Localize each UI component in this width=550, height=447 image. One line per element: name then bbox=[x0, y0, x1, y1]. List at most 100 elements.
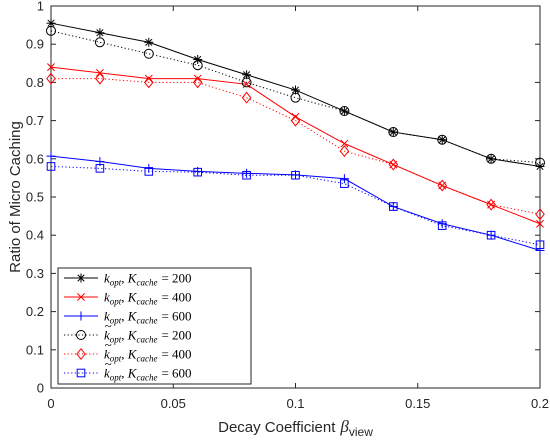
data-point-marker bbox=[192, 60, 203, 71]
data-point-marker bbox=[487, 155, 495, 163]
data-point bbox=[144, 37, 154, 47]
data-point bbox=[437, 134, 448, 145]
data-point-marker bbox=[143, 48, 154, 59]
data-point-marker bbox=[96, 29, 104, 37]
legend-marker bbox=[76, 368, 86, 378]
data-point bbox=[192, 76, 203, 89]
data-point bbox=[486, 153, 497, 164]
data-point bbox=[388, 158, 399, 171]
legend-box bbox=[57, 267, 252, 385]
data-point bbox=[95, 72, 105, 85]
data-point bbox=[340, 139, 349, 148]
data-point-marker bbox=[388, 127, 399, 138]
series-1 bbox=[46, 18, 545, 171]
data-point bbox=[46, 25, 56, 36]
data-point bbox=[193, 54, 203, 64]
data-point bbox=[290, 114, 301, 127]
data-point bbox=[46, 151, 56, 161]
data-point bbox=[242, 170, 251, 180]
x-tick-label: 0 bbox=[47, 396, 54, 411]
data-point bbox=[437, 221, 447, 230]
data-point-marker bbox=[242, 170, 251, 180]
legend-item: kopt, Kcache = 400 bbox=[64, 290, 192, 307]
series-4 bbox=[46, 25, 545, 168]
series-layer bbox=[46, 18, 545, 255]
data-point-marker bbox=[437, 221, 447, 230]
data-point-marker bbox=[47, 19, 55, 27]
data-point bbox=[241, 77, 252, 88]
data-point bbox=[291, 170, 300, 180]
legend-tilde: ~ bbox=[105, 356, 112, 371]
legend-item: kopt, Kcache = 600~ bbox=[64, 356, 192, 383]
data-point bbox=[95, 28, 105, 38]
data-point-marker bbox=[340, 107, 348, 115]
legend: kopt, Kcache = 200 kopt, Kcache = 400 kopt, … bbox=[57, 267, 252, 385]
data-point bbox=[46, 72, 56, 85]
data-point bbox=[535, 157, 545, 168]
data-point-marker bbox=[46, 72, 56, 85]
data-point bbox=[144, 167, 154, 176]
legend-label: kopt, Kcache = 600 bbox=[104, 366, 192, 383]
data-point bbox=[340, 179, 349, 188]
data-point-marker bbox=[340, 139, 349, 148]
data-point-marker bbox=[486, 198, 496, 211]
data-point bbox=[535, 240, 545, 250]
axis-ticks bbox=[50, 5, 541, 389]
x-tick-label: 0.2 bbox=[531, 396, 549, 411]
data-point bbox=[486, 230, 496, 240]
data-point-marker bbox=[389, 202, 398, 211]
x-axis-title: Decay Coefficient βview bbox=[218, 417, 373, 439]
data-point bbox=[143, 76, 154, 89]
data-point bbox=[389, 202, 398, 211]
data-point bbox=[486, 198, 496, 211]
data-point bbox=[242, 168, 252, 178]
data-point-marker bbox=[95, 72, 105, 85]
data-point-marker bbox=[291, 86, 300, 94]
data-point-marker bbox=[94, 37, 105, 48]
legend-item: kopt, Kcache = 200~ bbox=[64, 318, 192, 345]
data-point bbox=[46, 162, 56, 171]
y-tick-label: 0 bbox=[37, 381, 44, 396]
x-tick-label: 0.1 bbox=[286, 396, 304, 411]
data-point-marker bbox=[46, 162, 56, 171]
legend-tilde: ~ bbox=[105, 337, 112, 352]
legend-marker bbox=[77, 274, 85, 282]
series-line bbox=[51, 78, 541, 215]
data-point bbox=[339, 145, 350, 158]
data-point bbox=[291, 85, 300, 95]
legend-item: kopt, Kcache = 400~ bbox=[64, 337, 192, 364]
data-point bbox=[241, 91, 252, 104]
data-point bbox=[535, 208, 545, 221]
y-tick-label: 0.7 bbox=[26, 113, 44, 128]
x-tick-label: 0.15 bbox=[405, 396, 430, 411]
data-point bbox=[437, 179, 448, 192]
data-point-marker bbox=[243, 71, 251, 79]
legend-item: kopt, Kcache = 600 bbox=[64, 309, 192, 326]
legend-label: kopt, Kcache = 400 bbox=[104, 290, 192, 307]
y-tick-label: 1 bbox=[37, 0, 44, 14]
data-point-marker bbox=[486, 230, 496, 240]
data-point-marker bbox=[291, 170, 300, 180]
series-line bbox=[50, 30, 541, 164]
data-point-marker bbox=[486, 153, 497, 164]
data-point-marker bbox=[47, 63, 55, 72]
data-point-marker bbox=[192, 76, 203, 89]
data-point bbox=[192, 60, 203, 71]
data-point-marker bbox=[194, 55, 202, 64]
data-point bbox=[94, 37, 105, 48]
data-point bbox=[486, 154, 496, 164]
data-point bbox=[193, 167, 202, 177]
series-6 bbox=[46, 162, 545, 250]
data-point bbox=[339, 106, 349, 116]
data-point-marker bbox=[143, 76, 154, 89]
data-point-marker bbox=[388, 158, 399, 171]
data-point bbox=[535, 245, 545, 255]
x-axis-title-symbol: β bbox=[339, 417, 349, 436]
data-point-marker bbox=[144, 167, 154, 176]
data-point-marker bbox=[290, 114, 301, 127]
data-point-marker bbox=[241, 91, 252, 104]
legend-label: kopt, Kcache = 200 bbox=[104, 328, 192, 345]
x-axis-title-text: Decay Coefficient bbox=[218, 419, 336, 436]
y-tick-label: 0.8 bbox=[26, 75, 44, 90]
